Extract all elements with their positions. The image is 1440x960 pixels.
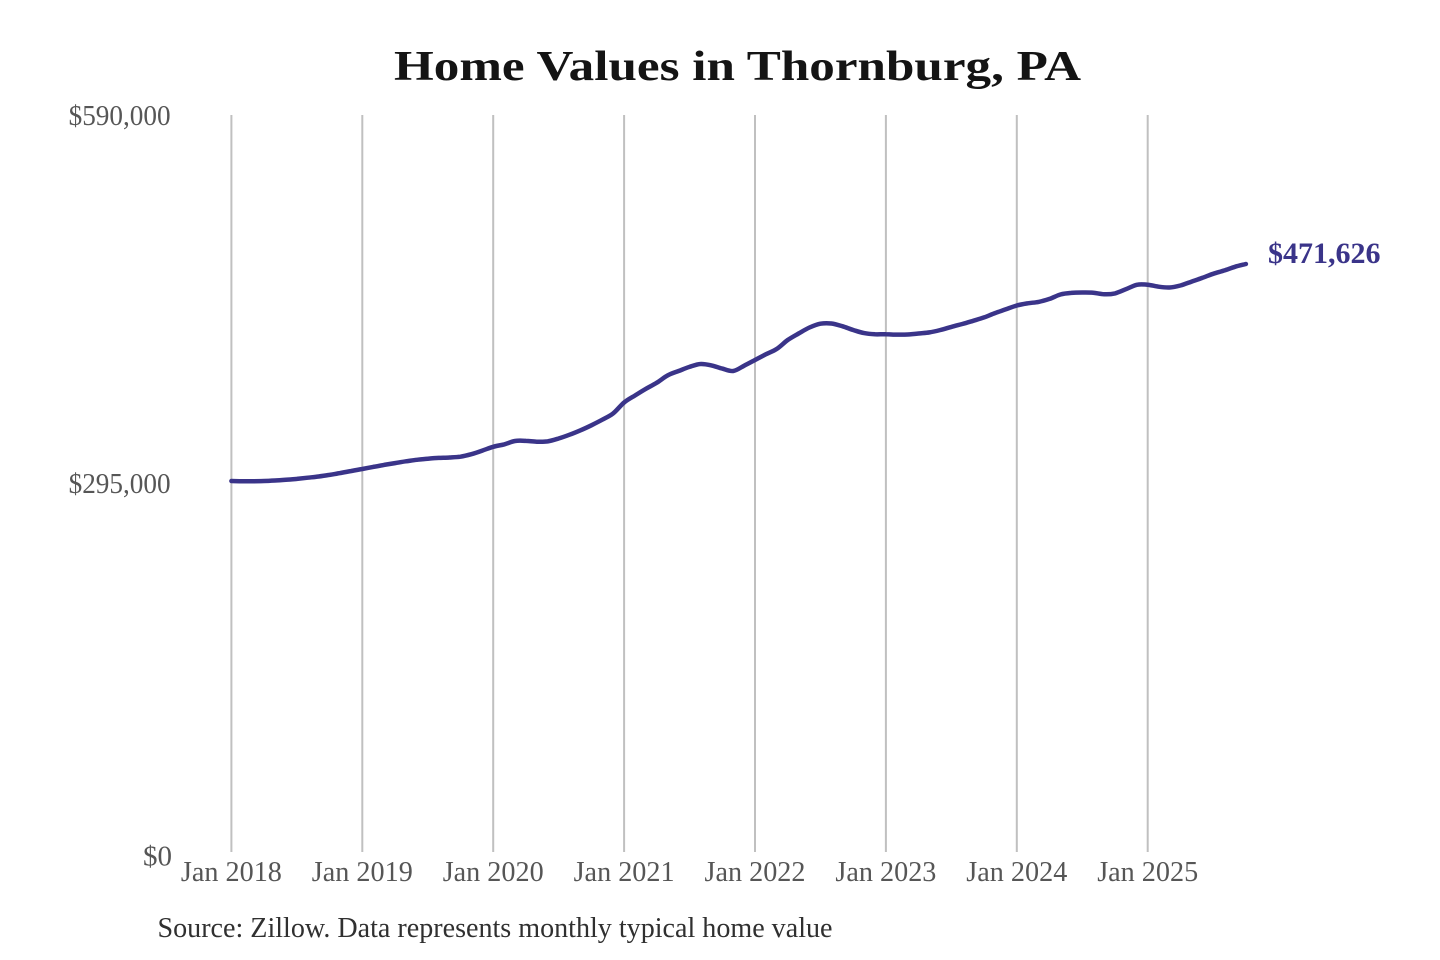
svg-text:Home Values in Thornburg, PA: Home Values in Thornburg, PA (394, 44, 1082, 90)
svg-text:$590,000: $590,000 (69, 100, 171, 132)
svg-text:Jan 2025: Jan 2025 (1097, 856, 1198, 888)
svg-text:$471,626: $471,626 (1268, 237, 1381, 270)
svg-text:Jan 2020: Jan 2020 (443, 856, 544, 888)
svg-text:Jan 2023: Jan 2023 (835, 856, 936, 888)
svg-text:$295,000: $295,000 (69, 468, 171, 500)
svg-text:Jan 2021: Jan 2021 (574, 856, 675, 888)
svg-text:Jan 2018: Jan 2018 (181, 856, 282, 888)
svg-text:Jan 2022: Jan 2022 (705, 856, 806, 888)
svg-text:Source: Zillow. Data represent: Source: Zillow. Data represents monthly … (158, 912, 833, 944)
svg-text:$0: $0 (143, 841, 172, 873)
svg-text:Jan 2024: Jan 2024 (966, 856, 1067, 888)
svg-text:Jan 2019: Jan 2019 (312, 856, 413, 888)
